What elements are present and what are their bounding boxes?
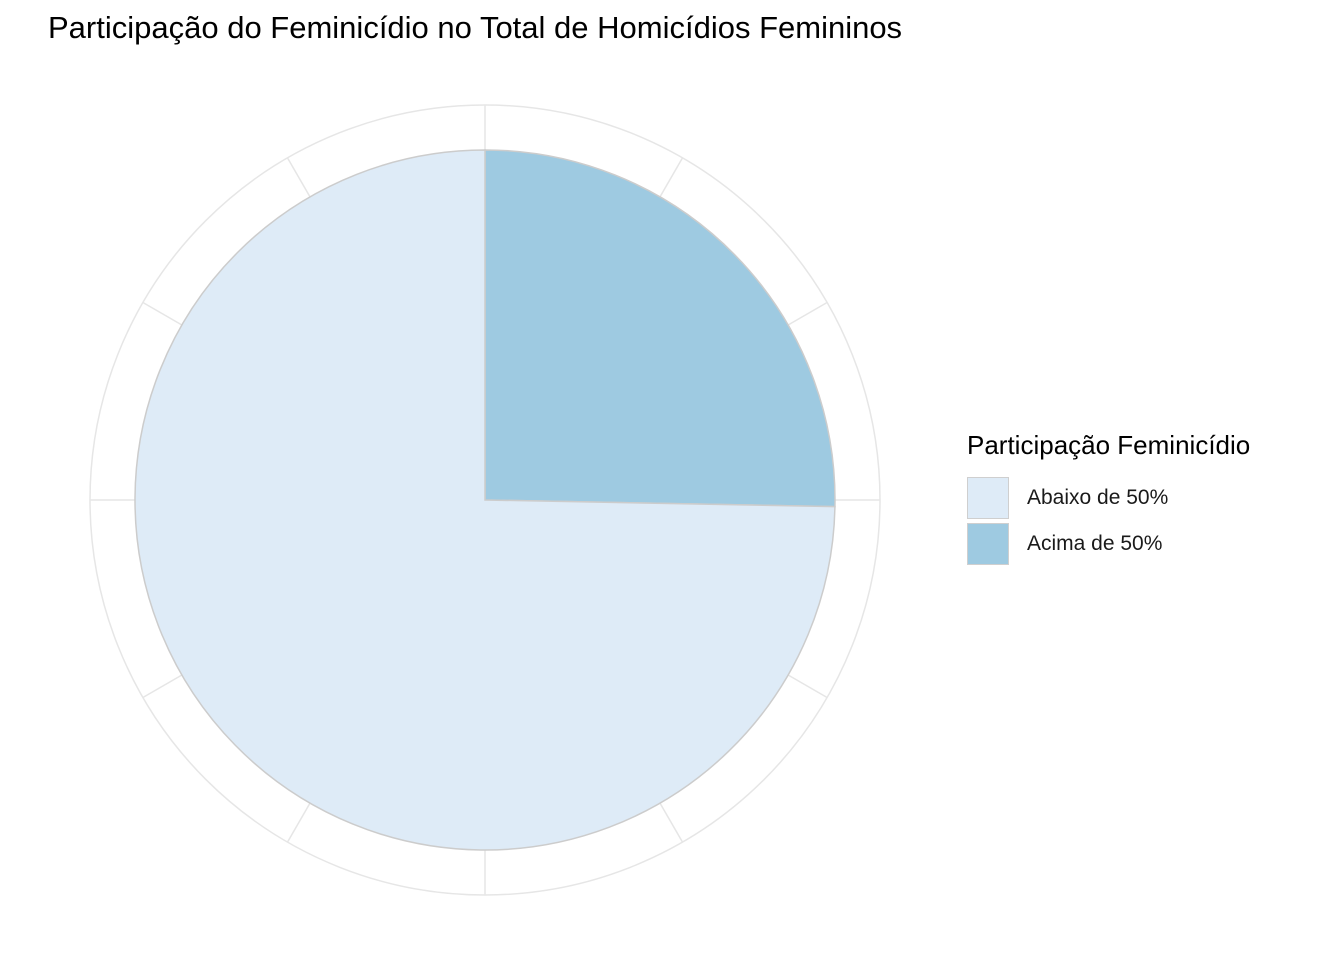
pie-slice-acima — [484, 149, 836, 508]
legend-label: Acima de 50% — [1027, 532, 1163, 555]
grid-spoke — [286, 157, 311, 198]
pie-slice-abaixo — [134, 149, 836, 851]
grid-spoke — [787, 301, 828, 326]
legend: Participação Feminicídio Abaixo de 50% A… — [967, 430, 1250, 567]
legend-title: Participação Feminicídio — [967, 430, 1251, 460]
pie-slices — [134, 149, 836, 851]
legend-item-acima: Acima de 50% — [967, 521, 1250, 567]
legend-swatch — [967, 477, 1009, 519]
grid-spoke — [787, 674, 828, 699]
grid-spoke — [659, 157, 684, 198]
grid-spoke — [659, 802, 684, 843]
grid-spoke — [142, 674, 183, 699]
grid-spoke — [286, 802, 311, 843]
chart-title: Participação do Feminicídio no Total de … — [48, 10, 903, 45]
legend-swatch — [967, 523, 1009, 565]
polar-grid — [89, 104, 881, 896]
legend-label: Abaixo de 50% — [1027, 486, 1169, 509]
legend-item-abaixo: Abaixo de 50% — [967, 475, 1250, 521]
grid-spoke — [142, 301, 183, 326]
